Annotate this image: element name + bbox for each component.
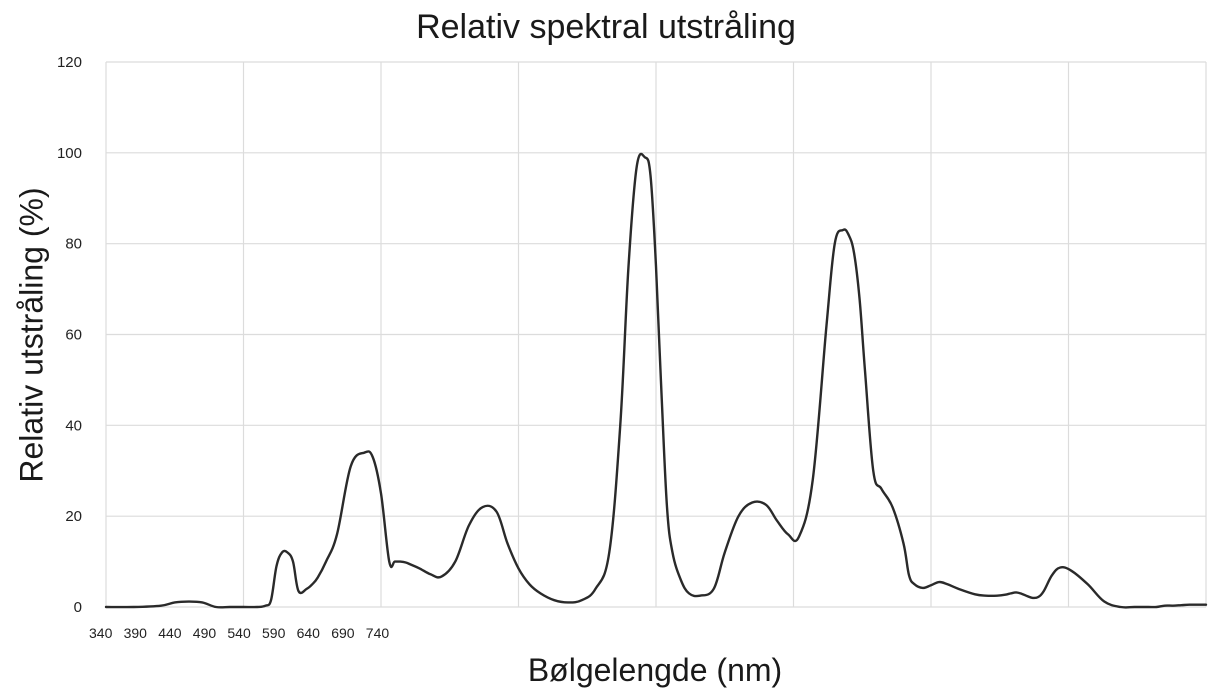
- x-tick-label: 590: [262, 625, 286, 641]
- series-group: [104, 152, 1208, 609]
- y-tick-label: 60: [65, 327, 82, 344]
- x-tick-label: 540: [227, 625, 251, 641]
- x-tick-label: 740: [366, 625, 390, 641]
- x-tick-label: 640: [297, 625, 321, 641]
- y-tick-label: 120: [57, 54, 82, 71]
- y-tick-labels: 0 20 40 60 80 100 120: [57, 54, 82, 616]
- y-tick-label: 80: [65, 236, 82, 253]
- x-axis-label: Bølgelengde (nm): [527, 652, 783, 688]
- y-tick-label: 20: [65, 508, 82, 525]
- y-axis-label: Relativ utstråling (%): [13, 187, 50, 483]
- x-tick-label: 440: [158, 625, 182, 641]
- chart-title: Relativ spektral utstråling: [416, 8, 796, 46]
- y-tick-label: 40: [65, 417, 82, 434]
- x-tick-label: 390: [124, 625, 148, 641]
- y-tick-label: 100: [57, 145, 82, 162]
- x-tick-label: 340: [89, 625, 113, 641]
- grid-lines: [105, 61, 1207, 608]
- y-tick-label: 0: [74, 599, 82, 616]
- x-tick-labels: 340 390 440 490 540 590 640 690 740: [89, 625, 389, 641]
- x-tick-label: 490: [193, 625, 217, 641]
- series-line-0: [104, 152, 1208, 609]
- x-tick-label: 690: [331, 625, 355, 641]
